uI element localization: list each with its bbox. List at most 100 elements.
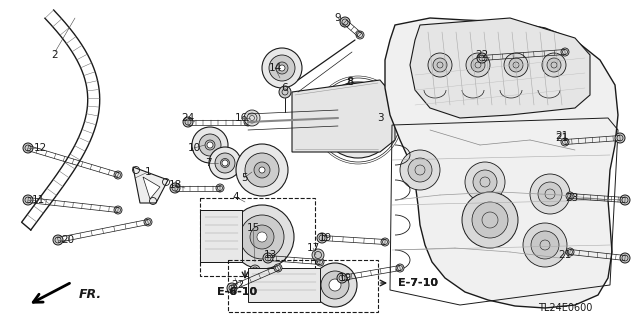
Polygon shape (133, 167, 168, 203)
Circle shape (340, 17, 350, 27)
Circle shape (472, 202, 508, 238)
Circle shape (312, 249, 324, 261)
Text: 22: 22 (476, 50, 488, 60)
Text: 5: 5 (241, 173, 247, 183)
Circle shape (396, 264, 404, 272)
Circle shape (547, 58, 561, 72)
Circle shape (276, 62, 288, 74)
Polygon shape (143, 177, 160, 199)
Circle shape (332, 94, 384, 146)
Text: 12: 12 (33, 143, 47, 153)
Text: 2: 2 (52, 50, 58, 60)
Text: 19: 19 (318, 233, 332, 243)
Circle shape (317, 233, 327, 243)
Circle shape (215, 153, 235, 173)
Circle shape (199, 134, 221, 156)
Circle shape (321, 271, 349, 299)
Circle shape (257, 232, 267, 242)
Text: 11: 11 (31, 195, 45, 205)
Circle shape (259, 167, 265, 173)
Circle shape (477, 53, 487, 63)
Circle shape (531, 231, 559, 259)
Circle shape (504, 53, 528, 77)
Text: 6: 6 (282, 83, 288, 93)
Circle shape (561, 48, 569, 56)
Circle shape (523, 223, 567, 267)
Circle shape (428, 53, 452, 77)
Circle shape (274, 264, 282, 272)
Polygon shape (385, 18, 618, 308)
Circle shape (466, 53, 490, 77)
Circle shape (245, 153, 279, 187)
Text: 21: 21 (556, 131, 568, 141)
Circle shape (337, 273, 347, 283)
Circle shape (207, 142, 213, 148)
Circle shape (244, 118, 252, 126)
Text: 24: 24 (181, 113, 195, 123)
Circle shape (114, 171, 122, 179)
Circle shape (254, 162, 270, 178)
Circle shape (329, 279, 341, 291)
Polygon shape (292, 80, 395, 152)
Circle shape (356, 31, 364, 39)
Bar (248, 268, 320, 302)
Circle shape (542, 53, 566, 77)
Text: 3: 3 (377, 113, 383, 123)
Circle shape (462, 192, 518, 248)
Circle shape (230, 205, 294, 269)
Text: 8: 8 (347, 77, 353, 87)
Text: 21: 21 (556, 133, 568, 143)
Bar (228, 260, 378, 312)
Text: 10: 10 (188, 143, 200, 153)
Text: 4: 4 (233, 192, 239, 202)
Text: 16: 16 (234, 113, 248, 123)
Circle shape (279, 86, 291, 98)
Circle shape (209, 147, 241, 179)
Polygon shape (410, 18, 590, 118)
Text: E-6-10: E-6-10 (217, 287, 257, 297)
Circle shape (620, 195, 630, 205)
Circle shape (262, 48, 302, 88)
Circle shape (216, 184, 224, 192)
Text: TL24E0600: TL24E0600 (538, 303, 592, 313)
Circle shape (222, 160, 228, 166)
Circle shape (205, 140, 215, 150)
Circle shape (53, 235, 63, 245)
Circle shape (473, 170, 497, 194)
Circle shape (23, 195, 33, 205)
Text: 22: 22 (232, 280, 244, 290)
Circle shape (263, 253, 273, 263)
Circle shape (236, 144, 288, 196)
Circle shape (170, 183, 180, 193)
Text: E-7-10: E-7-10 (398, 278, 438, 288)
Bar (200, 210, 242, 262)
Text: E-7-10: E-7-10 (398, 278, 438, 288)
Text: FR.: FR. (79, 287, 102, 300)
Circle shape (250, 225, 274, 249)
Circle shape (408, 158, 432, 182)
Bar (200, 198, 315, 276)
Circle shape (538, 182, 562, 206)
Circle shape (561, 138, 569, 146)
Circle shape (227, 283, 237, 293)
Circle shape (433, 58, 447, 72)
Circle shape (250, 265, 260, 275)
Text: 21: 21 (558, 250, 572, 260)
Circle shape (566, 248, 574, 256)
Circle shape (566, 192, 574, 200)
Circle shape (465, 162, 505, 202)
Circle shape (221, 159, 230, 167)
Circle shape (244, 110, 260, 126)
Text: 1: 1 (145, 167, 151, 177)
Text: 8: 8 (347, 77, 353, 87)
Circle shape (114, 206, 122, 214)
Circle shape (183, 117, 193, 127)
Circle shape (471, 58, 485, 72)
Circle shape (530, 174, 570, 214)
Text: E-6-10: E-6-10 (217, 287, 257, 297)
Circle shape (620, 253, 630, 263)
Circle shape (615, 133, 625, 143)
Text: 18: 18 (168, 180, 182, 190)
Circle shape (509, 58, 523, 72)
Circle shape (355, 117, 361, 123)
